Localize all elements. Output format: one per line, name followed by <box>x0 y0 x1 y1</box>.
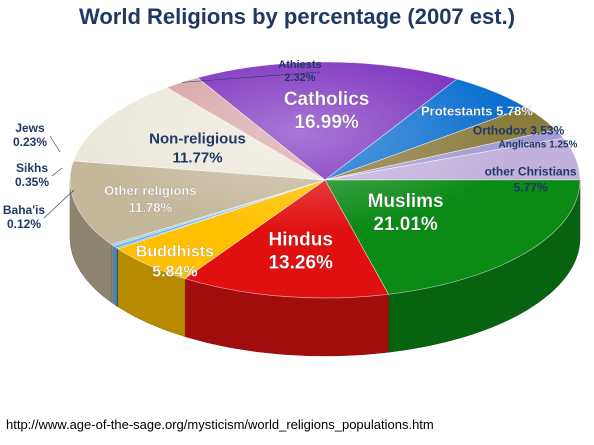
label-value-buddhists: 5.84% <box>152 263 197 280</box>
label-name-jews: Jews <box>15 121 45 135</box>
leader-line-jews <box>49 135 61 153</box>
label-protestants: Protestants 5.78% <box>421 103 533 118</box>
label-value-athiests: 2.32% <box>284 72 315 84</box>
label-name-athiests: Athiests <box>278 59 321 71</box>
slice-side-sikhs <box>113 245 117 307</box>
leader-lines <box>43 71 321 219</box>
leader-line-baha-is <box>43 189 75 219</box>
label-name-baha-is: Baha'is <box>3 203 46 217</box>
label-name-sikhs: Sikhs <box>16 161 48 175</box>
label-value-muslims: 21.01% <box>373 214 438 235</box>
label-orthodox: Orthodox 3.53% <box>473 123 565 137</box>
label-name-other-christians: other Christians <box>485 164 577 178</box>
label-value-other-christians: 5.77% <box>514 180 548 194</box>
label-value-non-religious: 11.77% <box>172 149 222 166</box>
leader-line-athiests <box>181 71 321 83</box>
label-value-catholics: 16.99% <box>294 112 359 133</box>
label-name-muslims: Muslims <box>368 191 444 212</box>
label-name-buddhists: Buddhists <box>136 243 214 260</box>
source-url[interactable]: http://www.age-of-the-sage.org/mysticism… <box>6 417 434 432</box>
label-value-baha-is: 0.12% <box>7 217 41 231</box>
label-value-other-religions: 11.78% <box>129 200 173 215</box>
slice-side-jews <box>111 244 114 305</box>
label-name-non-religious: Non-religious <box>149 130 246 147</box>
label-name-other-religions: Other religions <box>104 183 196 198</box>
label-value-sikhs: 0.35% <box>15 175 49 189</box>
leader-line-sikhs <box>51 167 63 177</box>
label-anglicans: Anglicans 1.25% <box>499 139 578 150</box>
label-name-catholics: Catholics <box>284 89 370 110</box>
chart-title: World Religions by percentage (2007 est.… <box>78 4 516 29</box>
label-name-hindus: Hindus <box>269 230 333 251</box>
label-value-hindus: 13.26% <box>268 253 333 274</box>
label-value-jews: 0.23% <box>13 135 47 149</box>
